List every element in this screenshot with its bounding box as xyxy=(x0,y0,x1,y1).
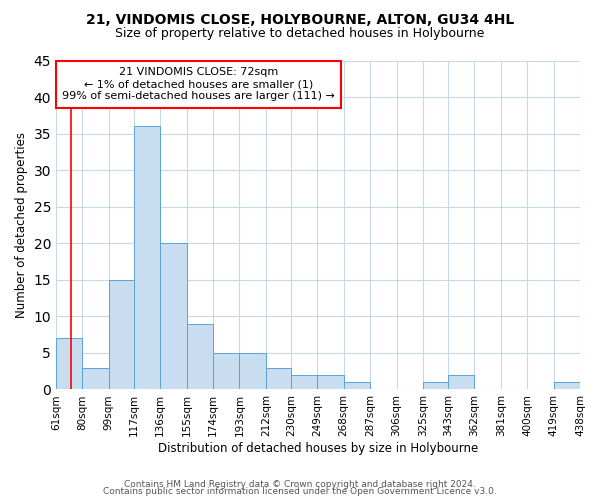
Y-axis label: Number of detached properties: Number of detached properties xyxy=(15,132,28,318)
Bar xyxy=(187,324,213,390)
FancyBboxPatch shape xyxy=(56,60,341,108)
Bar xyxy=(213,353,239,390)
Bar xyxy=(266,368,291,390)
Text: 99% of semi-detached houses are larger (111) →: 99% of semi-detached houses are larger (… xyxy=(62,91,335,101)
Bar xyxy=(317,375,344,390)
Bar xyxy=(291,375,317,390)
Text: Contains public sector information licensed under the Open Government Licence v3: Contains public sector information licen… xyxy=(103,487,497,496)
Bar xyxy=(56,338,82,390)
Bar xyxy=(82,368,109,390)
Bar xyxy=(160,244,187,390)
Bar xyxy=(423,382,448,390)
Bar xyxy=(554,382,580,390)
Bar xyxy=(134,126,160,390)
Text: ← 1% of detached houses are smaller (1): ← 1% of detached houses are smaller (1) xyxy=(84,80,313,90)
Text: 21, VINDOMIS CLOSE, HOLYBOURNE, ALTON, GU34 4HL: 21, VINDOMIS CLOSE, HOLYBOURNE, ALTON, G… xyxy=(86,12,514,26)
Bar xyxy=(344,382,370,390)
Text: 21 VINDOMIS CLOSE: 72sqm: 21 VINDOMIS CLOSE: 72sqm xyxy=(119,68,278,78)
Bar xyxy=(448,375,475,390)
X-axis label: Distribution of detached houses by size in Holybourne: Distribution of detached houses by size … xyxy=(158,442,478,455)
Bar xyxy=(109,280,134,390)
Text: Contains HM Land Registry data © Crown copyright and database right 2024.: Contains HM Land Registry data © Crown c… xyxy=(124,480,476,489)
Bar xyxy=(239,353,266,390)
Text: Size of property relative to detached houses in Holybourne: Size of property relative to detached ho… xyxy=(115,28,485,40)
